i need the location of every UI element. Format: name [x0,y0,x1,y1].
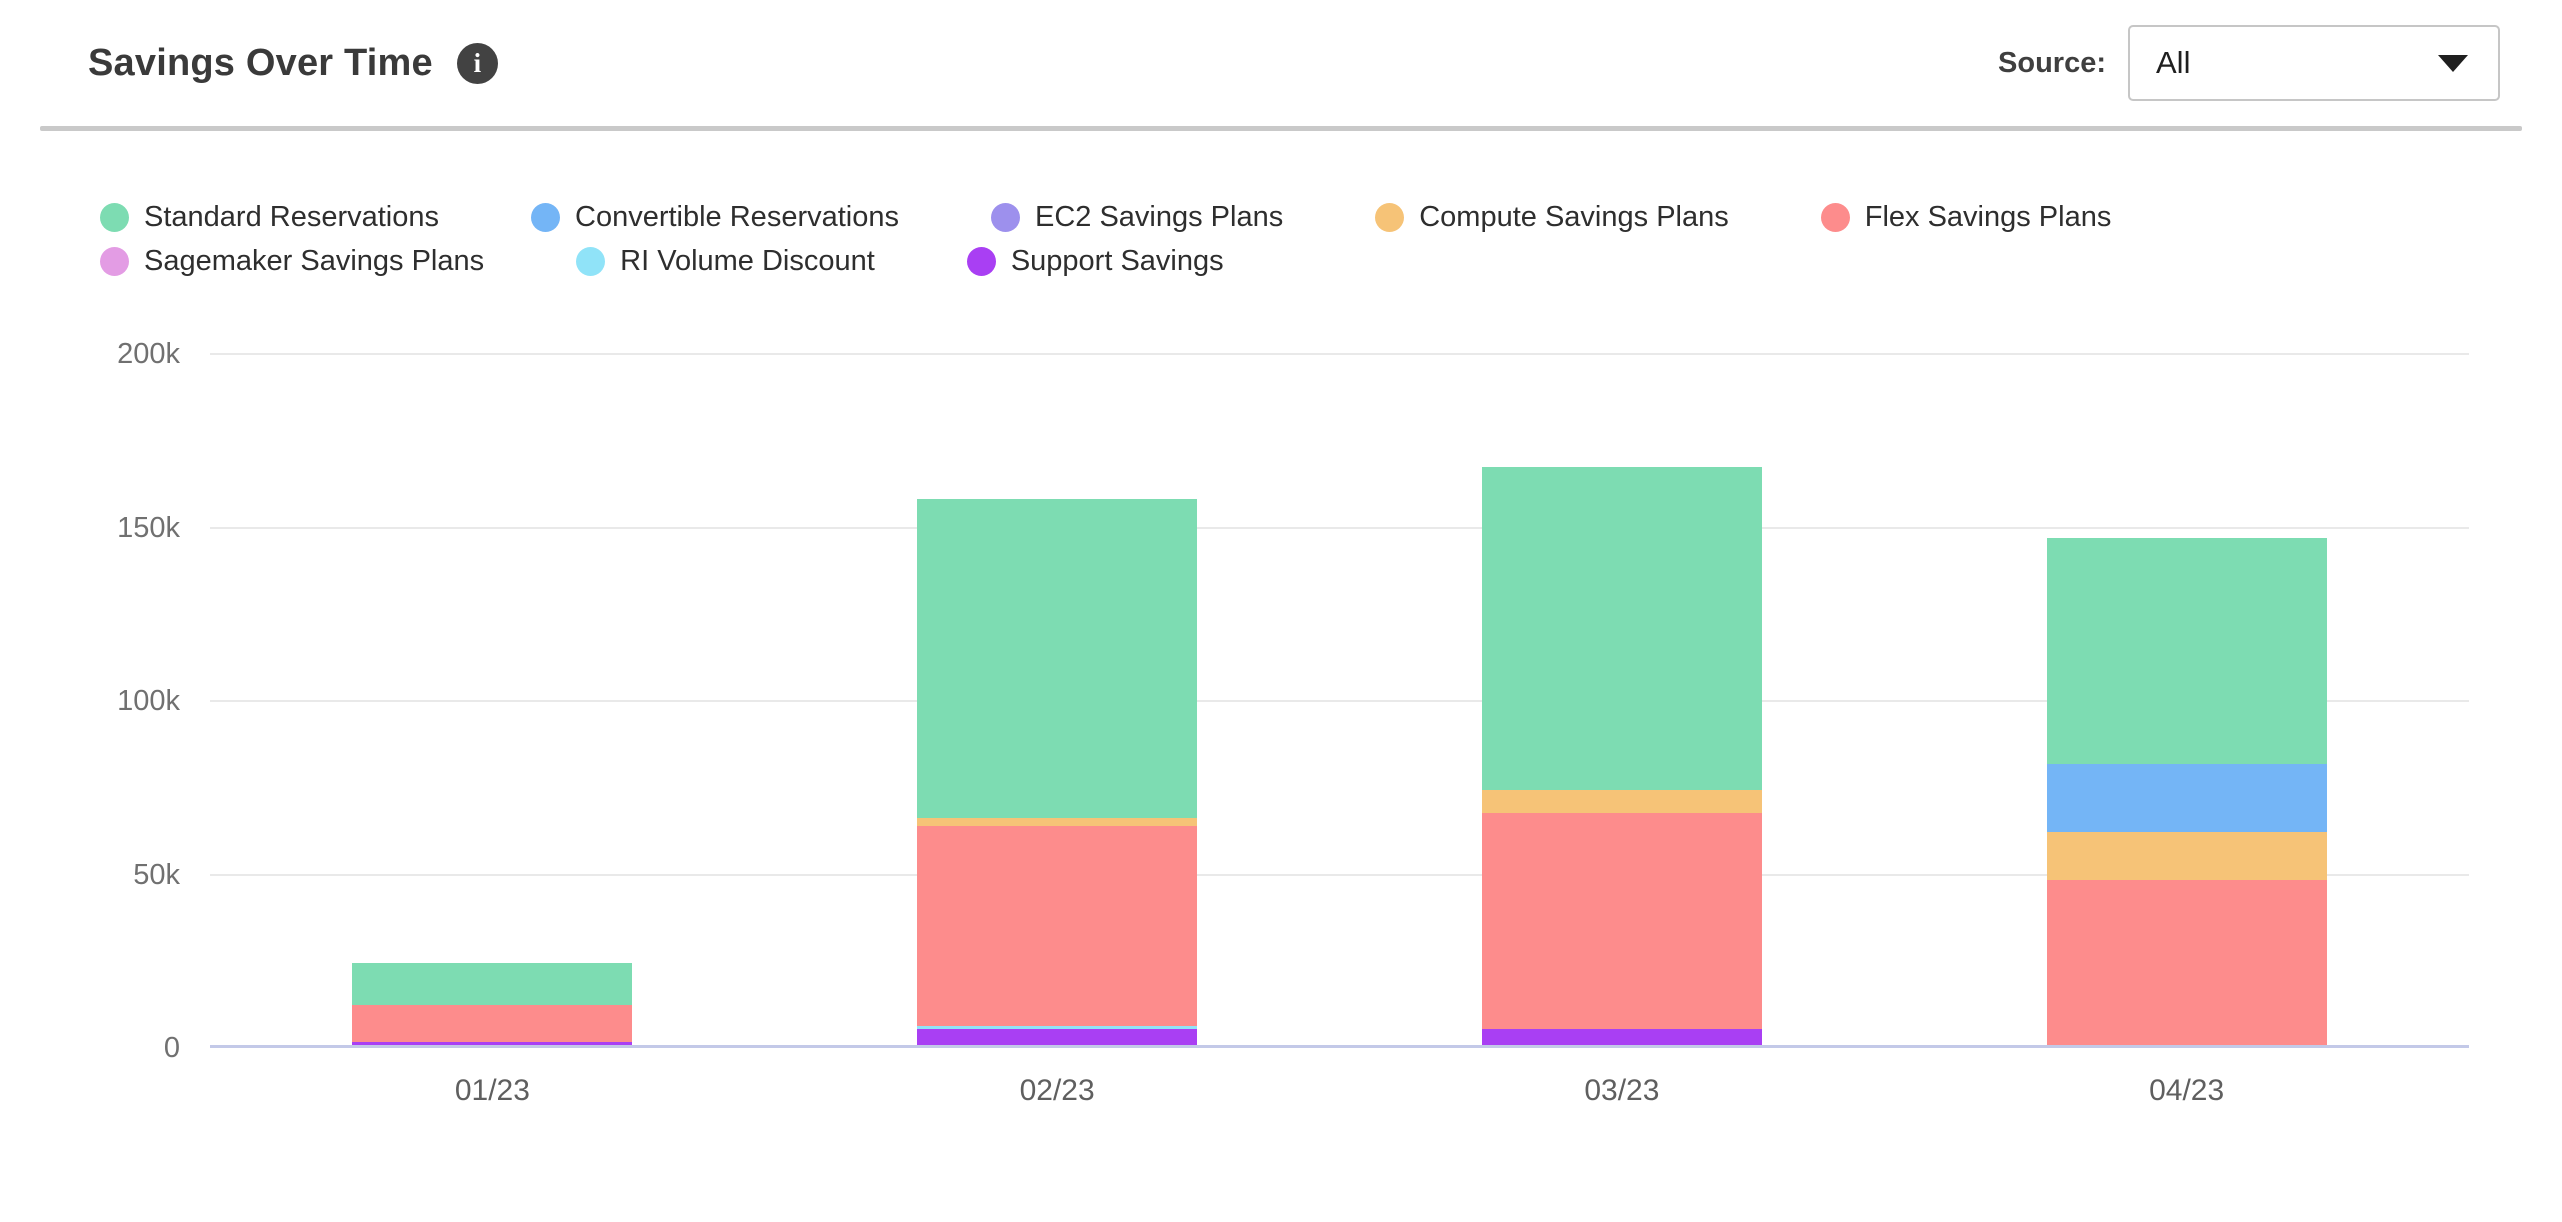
x-axis-tick-label: 01/23 [454,1074,530,1107]
legend-swatch-icon [1820,202,1850,232]
info-icon[interactable]: i [456,42,498,84]
gridline [210,873,2469,876]
source-select[interactable]: All [2128,25,2500,101]
header-divider [40,126,2522,131]
chevron-down-icon [2438,54,2468,72]
bar-segment[interactable] [2046,831,2327,881]
plot-area [210,353,2469,1048]
bar-segment[interactable] [917,498,1198,818]
y-axis-tick-label: 100k [117,685,180,717]
bar-segment[interactable] [1481,467,1762,790]
legend-swatch-icon [100,246,129,276]
source-label: Source: [1998,46,2106,79]
page-title: Savings Over Time [88,41,433,84]
y-axis-tick-label: 50k [133,858,180,891]
bar-segment[interactable] [352,1041,633,1045]
legend-swatch-icon [990,202,1020,232]
bar-segment[interactable] [2046,880,2327,1045]
source-filter-group: Source: All [1998,25,2500,101]
legend-item[interactable]: Compute Savings Plans [1375,201,1729,234]
stacked-bar-02-23[interactable] [917,498,1198,1045]
bar-segment[interactable] [917,826,1198,1026]
bar-segment[interactable] [1481,812,1762,1030]
legend-label: Support Savings [1010,244,1224,277]
legend-swatch-icon [100,202,129,232]
legend-item[interactable]: Convertible Reservations [531,201,899,234]
legend-item[interactable]: Standard Reservations [100,201,439,234]
source-select-value: All [2156,45,2191,80]
header-title-group: Savings Over Time i [88,42,498,85]
bar-segment[interactable] [917,1029,1198,1045]
gridline [210,700,2469,702]
y-axis-tick-label: 0 [163,1032,180,1064]
bar-segment[interactable] [2046,763,2327,832]
legend-swatch-icon [1375,202,1405,232]
legend-label: RI Volume Discount [620,244,875,277]
legend-item[interactable]: Support Savings [966,244,1224,278]
bar-segment[interactable] [1481,789,1762,813]
bar-segment[interactable] [2046,538,2327,764]
y-axis-tick-label: 200k [117,338,180,370]
legend-label: Sagemaker Savings Plans [144,244,485,277]
bar-segment[interactable] [917,817,1198,827]
chart-legend: Standard Reservations Convertible Reserva… [0,131,2562,283]
legend-label: Standard Reservations [144,200,439,233]
stacked-bar-01-23[interactable] [352,963,633,1045]
legend-swatch-icon [966,246,996,276]
legend-row: Standard Reservations Convertible Reserva… [100,195,2562,239]
stacked-bar-03-23[interactable] [1481,467,1762,1045]
y-axis-tick-label: 150k [117,511,180,544]
legend-label: Convertible Reservations [575,200,899,233]
bar-segment[interactable] [352,963,633,1006]
legend-swatch-icon [576,246,606,276]
legend-row: Sagemaker Savings Plans RI Volume Discoun… [100,239,2562,283]
legend-item[interactable]: Sagemaker Savings Plans [100,245,484,278]
stacked-bar-04-23[interactable] [2046,538,2327,1045]
legend-item[interactable]: EC2 Savings Plans [990,200,1284,234]
savings-chart: 0 50k 100k 150k 200k 01/23 02/23 03/23 04/23 [0,338,2562,1134]
legend-label: Flex Savings Plans [1864,200,2112,233]
gridline [210,526,2469,529]
x-axis-tick-label: 02/23 [1019,1074,1095,1107]
panel-header: Savings Over Time i Source: All [0,0,2562,126]
x-axis-tick-label: 03/23 [1584,1074,1660,1107]
legend-swatch-icon [531,202,560,232]
legend-item[interactable]: RI Volume Discount [576,245,875,278]
bar-segment[interactable] [917,1025,1198,1030]
bar-segment[interactable] [1481,1029,1762,1045]
legend-label: EC2 Savings Plans [1034,200,1284,233]
legend-label: Compute Savings Plans [1419,200,1729,233]
x-axis-tick-label: 04/23 [2149,1074,2225,1107]
bar-segment[interactable] [352,1005,633,1042]
gridline [210,353,2469,355]
legend-item[interactable]: Flex Savings Plans [1820,200,2112,234]
